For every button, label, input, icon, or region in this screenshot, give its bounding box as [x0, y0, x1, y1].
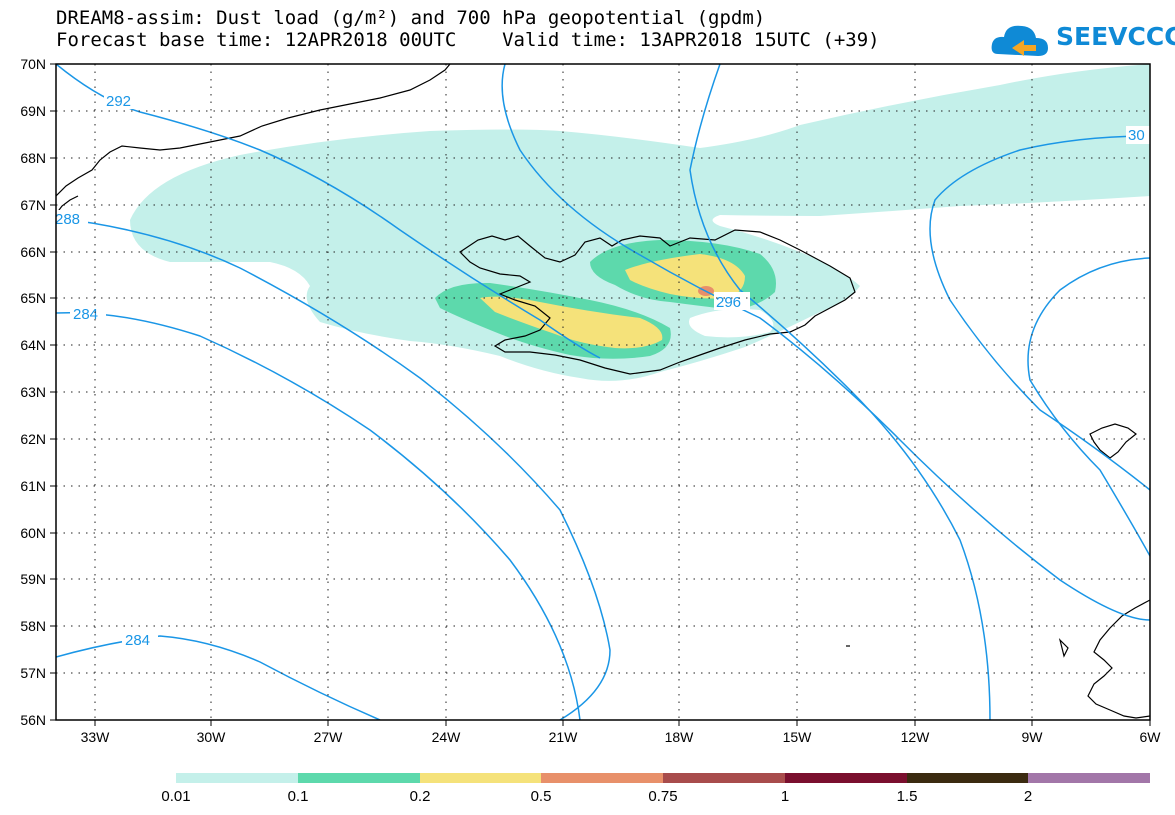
lon-label: 24W: [432, 729, 462, 745]
contour-line-284-south: [56, 635, 381, 720]
axis-ticks: [50, 63, 1151, 726]
faroe-islands: [1089, 423, 1137, 459]
contour-label-284: 284: [73, 306, 98, 323]
lon-label: 9W: [1022, 729, 1044, 745]
dust-area-0.01: [130, 64, 1150, 381]
colorbar-swatch: [298, 773, 420, 783]
contour-label-30: 30: [1128, 127, 1145, 144]
lat-label: 56N: [20, 712, 46, 728]
iceland-coastline: [459, 229, 856, 375]
colorbar-label: 1: [781, 788, 789, 805]
contour-line-288: [56, 217, 611, 720]
coastlines: [56, 64, 1150, 719]
lat-label: 63N: [20, 384, 46, 400]
dust-shading: [130, 64, 1150, 381]
contour-label-284-south: 284: [125, 632, 150, 649]
lat-label: 61N: [20, 478, 46, 494]
lat-label: 57N: [20, 665, 46, 681]
contour-label-296: 296: [716, 294, 741, 311]
colorbar-label: 0.5: [531, 788, 552, 805]
colorbar: 0.01 0.1 0.2 0.5 0.75 1 1.5 2: [161, 773, 1150, 805]
lat-label: 70N: [20, 56, 46, 72]
lon-label: 6W: [1140, 729, 1162, 745]
lon-label: 27W: [314, 729, 344, 745]
colorbar-label: 1.5: [897, 788, 918, 805]
geopotential-contours: [56, 64, 1150, 720]
colorbar-label: 2: [1024, 788, 1032, 805]
lat-label: 60N: [20, 525, 46, 541]
colorbar-swatch: [541, 773, 663, 783]
cloud-logo-icon: [991, 25, 1048, 56]
dust-area-0.2-east: [625, 254, 745, 299]
scotland-coastline: [1087, 599, 1150, 719]
contour-labels: 292 288 284 284 296 30: [52, 91, 1150, 649]
lat-label: 58N: [20, 618, 46, 634]
colorbar-swatch: [1028, 773, 1150, 783]
latitude-labels: 70N 69N 68N 67N 66N 65N 64N 63N 62N 61N …: [20, 56, 46, 728]
colorbar-label: 0.1: [288, 788, 309, 805]
colorbar-swatch: [176, 773, 298, 783]
lon-label: 15W: [783, 729, 813, 745]
lon-label: 12W: [901, 729, 931, 745]
contour-label-292: 292: [106, 93, 131, 110]
contour-line-284: [56, 311, 581, 720]
lat-label: 66N: [20, 244, 46, 260]
lat-label: 69N: [20, 103, 46, 119]
lat-label: 64N: [20, 337, 46, 353]
lat-label: 62N: [20, 431, 46, 447]
lon-label: 33W: [81, 729, 111, 745]
logo-text: SEEVCCC: [1056, 22, 1175, 51]
dust-area-0.2-west: [480, 296, 663, 349]
colorbar-label: 0.75: [648, 788, 677, 805]
map-title: DREAM8-assim: Dust load (g/m²) and 700 h…: [56, 7, 766, 29]
lat-label: 68N: [20, 150, 46, 166]
colorbar-label: 0.01: [161, 788, 190, 805]
longitude-labels: 33W 30W 27W 24W 21W 18W 15W 12W 9W 6W: [81, 729, 1162, 745]
lon-label: 21W: [549, 729, 579, 745]
colorbar-swatch: [420, 773, 541, 783]
contour-line-east: [929, 135, 1150, 491]
lon-label: 18W: [665, 729, 695, 745]
colorbar-label: 0.2: [410, 788, 431, 805]
lat-label: 65N: [20, 290, 46, 306]
lat-label: 59N: [20, 571, 46, 587]
contour-line-292: [56, 64, 601, 359]
colorbar-swatch: [785, 773, 907, 783]
colorbar-swatch: [907, 773, 1028, 783]
contour-label-288: 288: [55, 211, 80, 228]
greenland-coastline: [56, 64, 451, 197]
lat-label: 67N: [20, 197, 46, 213]
map-subtitle: Forecast base time: 12APR2018 00UTC Vali…: [56, 29, 880, 51]
colorbar-swatch: [663, 773, 785, 783]
contour-line-296: [501, 64, 1150, 621]
lon-label: 30W: [197, 729, 227, 745]
